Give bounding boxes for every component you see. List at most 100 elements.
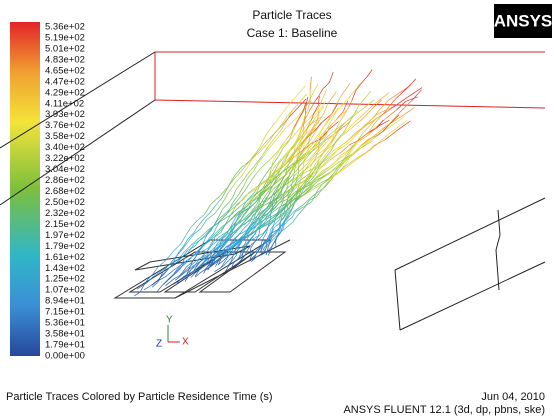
trace-segment xyxy=(334,96,341,108)
colorbar-label: 1.25e+02 xyxy=(45,274,85,285)
trace-segment xyxy=(261,239,263,244)
trace-segment xyxy=(323,104,328,115)
colorbar-label: 1.07e+02 xyxy=(45,285,85,296)
axis-triad: Y Z X xyxy=(156,315,189,350)
trace-segment xyxy=(333,169,344,177)
trace-segment xyxy=(179,245,184,252)
caption: Particle Traces Colored by Particle Resi… xyxy=(6,391,273,403)
trace-segment xyxy=(328,92,337,104)
trace-segment xyxy=(254,156,262,167)
trace-segment xyxy=(204,234,207,242)
trace-segment xyxy=(186,229,190,236)
trace-segment xyxy=(222,191,226,198)
trace-segment xyxy=(197,214,205,221)
trace-segment xyxy=(359,91,371,105)
trace-segment xyxy=(169,251,173,256)
trace-segment xyxy=(276,107,288,122)
colorbar-label: 3.04e+02 xyxy=(45,164,85,175)
trace-segment xyxy=(313,105,318,115)
colorbar-label: 1.97e+02 xyxy=(45,230,85,241)
trace-segment xyxy=(304,110,307,117)
trace-segment xyxy=(330,152,342,160)
title: Particle Traces xyxy=(252,8,331,22)
trace-segment xyxy=(323,83,329,89)
trace-segment xyxy=(150,281,156,286)
colorbar-label: 4.47e+02 xyxy=(45,76,85,87)
trace-segment xyxy=(244,192,250,199)
trace-segment xyxy=(242,255,243,261)
trace-segment xyxy=(286,133,291,139)
trace-segment xyxy=(244,179,247,186)
trace-segment xyxy=(262,145,269,156)
trace-segment xyxy=(214,208,219,214)
colorbar-label: 4.65e+02 xyxy=(45,65,85,76)
trace-segment xyxy=(218,188,226,197)
trace-segment xyxy=(356,83,361,91)
date: Jun 04, 2010 xyxy=(481,391,545,403)
colorbar-label: 4.29e+02 xyxy=(45,87,85,98)
trace-segment xyxy=(226,183,231,191)
colorbar-label: 2.32e+02 xyxy=(45,208,85,219)
trace-segment xyxy=(293,121,299,132)
colorbar-label: 3.40e+02 xyxy=(45,142,85,153)
trace-segment xyxy=(286,222,293,228)
trace-segment xyxy=(284,186,288,194)
trace-segment xyxy=(284,138,292,145)
trace-segment xyxy=(247,167,254,175)
trace-segment xyxy=(255,252,257,256)
trace-segment xyxy=(246,190,255,195)
colorbar-label: 5.19e+02 xyxy=(45,32,85,43)
trace-segment xyxy=(263,247,265,250)
trace-segment xyxy=(294,196,299,205)
trace-segment xyxy=(204,212,211,219)
trace-segment xyxy=(168,275,174,280)
trace-segment xyxy=(241,161,250,168)
trace-segment xyxy=(255,167,262,175)
trace-segment xyxy=(355,153,366,161)
logo: ANSYS xyxy=(494,11,553,30)
trace-segment xyxy=(390,115,399,124)
trace-segment xyxy=(310,77,311,90)
colorbar-label: 1.43e+02 xyxy=(45,263,85,274)
trace-segment xyxy=(271,227,272,230)
trace-segment xyxy=(251,175,255,181)
trace-segment xyxy=(249,187,257,193)
trace-segment xyxy=(407,79,416,89)
trace-segment xyxy=(318,89,323,97)
trace-segment xyxy=(274,203,280,210)
trace-segment xyxy=(352,91,355,100)
trace-segment xyxy=(173,243,181,251)
trace-segment xyxy=(397,108,414,120)
trace-segment xyxy=(237,216,243,223)
trace-segment xyxy=(374,140,386,146)
trace-segment xyxy=(219,209,223,216)
trace-segment xyxy=(210,205,215,212)
trace-segment xyxy=(293,214,299,222)
colorbar-label: 2.50e+02 xyxy=(45,197,85,208)
trace-segment xyxy=(344,161,355,169)
trace-segment xyxy=(176,252,179,257)
trace-segment xyxy=(301,144,310,151)
axis-x: X xyxy=(182,337,189,348)
trace-segment xyxy=(252,234,255,237)
colorbar-label: 3.58e+02 xyxy=(45,131,85,142)
trace-segment xyxy=(245,182,251,191)
trace-segment xyxy=(361,77,367,84)
trace-segment xyxy=(270,230,271,232)
colorbar-label: 2.86e+02 xyxy=(45,175,85,186)
trace-segment xyxy=(307,84,318,105)
trace-segment xyxy=(366,146,374,153)
colorbar-label: 5.01e+02 xyxy=(45,43,85,54)
trace-segment xyxy=(309,149,317,159)
trace-segment xyxy=(235,198,239,203)
colorbar-label: 4.83e+02 xyxy=(45,54,85,65)
trace-segment xyxy=(367,128,377,134)
colorbar-label: 1.61e+02 xyxy=(45,252,85,263)
axis-y: Y xyxy=(166,315,173,326)
trace-segment xyxy=(223,221,230,226)
trace-segment xyxy=(219,200,224,207)
colorbar-label: 3.58e+01 xyxy=(45,329,85,340)
trace-segment xyxy=(407,88,422,98)
trace-segment xyxy=(287,143,295,152)
colorbar-label: 5.36e+01 xyxy=(45,318,85,329)
